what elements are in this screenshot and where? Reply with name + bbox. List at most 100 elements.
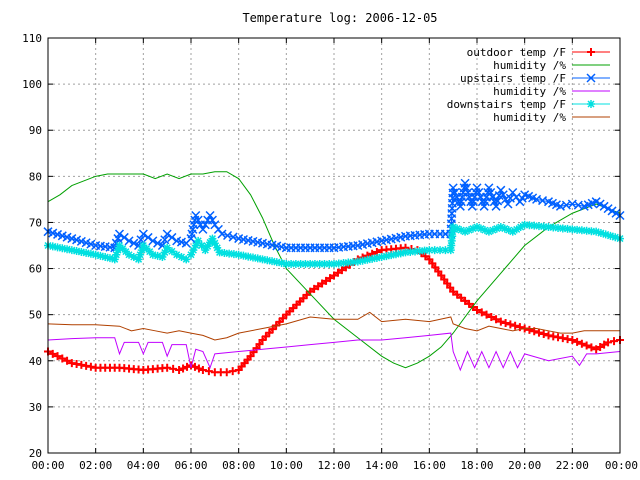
- data-point: [484, 183, 494, 193]
- data-point: [411, 247, 420, 256]
- data-point: [573, 225, 582, 234]
- data-point: [197, 241, 206, 250]
- data-point: [204, 367, 213, 376]
- data-point: [229, 250, 238, 259]
- data-point: [491, 201, 501, 211]
- data-point: [596, 229, 605, 238]
- data-point: [148, 250, 157, 259]
- grid-lines: [48, 38, 620, 453]
- legend-label: humidity /%: [493, 59, 566, 72]
- data-point: [282, 259, 291, 268]
- data-point: [163, 243, 172, 252]
- x-tick-label: 10:00: [270, 459, 303, 472]
- data-point: [182, 255, 191, 264]
- data-point: [610, 337, 619, 346]
- data-point: [215, 248, 224, 257]
- data-point: [225, 249, 234, 258]
- data-point: [465, 226, 474, 235]
- chart-title: Temperature log: 2006-12-05: [242, 11, 437, 25]
- data-point: [203, 242, 212, 251]
- data-point: [153, 251, 162, 260]
- legend-label: humidity /%: [493, 85, 566, 98]
- data-point: [118, 244, 127, 253]
- data-point: [129, 238, 139, 248]
- data-point: [287, 259, 296, 268]
- x-tick-label: 12:00: [317, 459, 350, 472]
- data-point: [415, 247, 424, 256]
- data-point: [539, 330, 548, 339]
- data-point: [568, 225, 577, 234]
- data-point: [443, 279, 452, 288]
- data-point: [191, 241, 200, 250]
- data-point: [125, 250, 134, 259]
- data-point: [496, 185, 506, 195]
- data-point: [450, 187, 460, 198]
- y-tick-label: 20: [29, 447, 42, 460]
- series-line: [47, 171, 621, 369]
- data-point: [200, 220, 210, 230]
- data-point: [210, 239, 219, 248]
- data-point: [162, 229, 172, 239]
- data-point: [504, 226, 513, 235]
- data-point: [449, 223, 458, 232]
- data-point: [114, 229, 125, 239]
- data-point: [446, 283, 455, 292]
- data-point: [115, 241, 124, 250]
- data-point: [228, 367, 237, 376]
- data-point: [511, 321, 520, 330]
- data-point: [77, 247, 86, 256]
- data-point: [63, 245, 72, 254]
- data-point: [473, 306, 481, 315]
- data-point: [430, 246, 439, 255]
- y-tick-label: 70: [29, 216, 42, 229]
- data-point: [349, 258, 358, 267]
- data-point: [101, 253, 110, 262]
- data-point: [549, 223, 558, 232]
- data-point: [391, 250, 400, 259]
- data-point: [193, 215, 203, 225]
- x-tick-label: 02:00: [79, 459, 112, 472]
- data-point: [86, 249, 95, 258]
- data-point: [183, 362, 192, 371]
- data-point: [496, 223, 505, 232]
- data-point: [255, 340, 264, 349]
- data-point: [263, 256, 272, 265]
- data-point: [234, 250, 243, 259]
- data-point: [503, 199, 513, 209]
- x-tick-label: 06:00: [174, 459, 207, 472]
- data-point: [506, 320, 515, 329]
- series-line: [47, 311, 620, 341]
- data-point: [441, 246, 450, 255]
- data-point: [573, 337, 582, 346]
- data-point: [136, 250, 145, 259]
- series-6: [47, 311, 620, 341]
- data-point: [194, 236, 203, 245]
- legend-label: outdoor temp /F: [467, 46, 566, 59]
- x-tick-label: 20:00: [508, 459, 541, 472]
- data-point: [48, 242, 57, 251]
- y-tick-label: 100: [22, 78, 42, 91]
- data-point: [189, 246, 198, 255]
- data-point: [577, 339, 586, 348]
- data-point: [205, 210, 215, 221]
- y-axis: 20 30 40 50 60 70 80 90 100 110: [22, 32, 620, 460]
- y-tick-label: 80: [29, 170, 42, 183]
- data-point: [525, 221, 534, 230]
- data-point: [187, 250, 195, 259]
- legend-label: humidity /%: [493, 111, 566, 124]
- data-point: [568, 336, 577, 345]
- data-point: [158, 253, 167, 262]
- data-point: [461, 227, 470, 236]
- data-point: [179, 364, 188, 373]
- data-point: [296, 259, 305, 268]
- data-point: [138, 229, 148, 239]
- series-3: [43, 178, 625, 253]
- x-tick-label: 00:00: [31, 459, 64, 472]
- data-point: [448, 227, 457, 236]
- series-2: [47, 171, 621, 369]
- data-point: [544, 223, 553, 232]
- data-point: [167, 247, 176, 256]
- data-point: [58, 354, 67, 363]
- data-point: [334, 259, 343, 268]
- data-point: [582, 341, 591, 350]
